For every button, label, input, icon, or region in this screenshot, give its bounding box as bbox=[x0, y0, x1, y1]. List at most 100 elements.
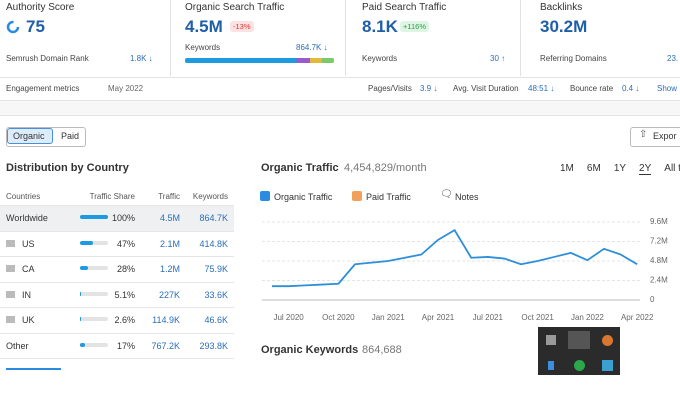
x-tick-label: Apr 2022 bbox=[621, 313, 654, 322]
tray-icon[interactable] bbox=[568, 331, 590, 349]
row-bg bbox=[0, 307, 234, 333]
chart-subtitle: 4,454,829/month bbox=[344, 162, 427, 174]
share-track bbox=[80, 342, 108, 347]
tray-icon[interactable] bbox=[548, 361, 554, 370]
export-button[interactable] bbox=[630, 127, 680, 147]
metric-sub-label: Referring Domains bbox=[540, 54, 607, 63]
traffic[interactable]: 1.2M bbox=[159, 264, 180, 274]
row-bg bbox=[0, 230, 234, 257]
engagement-date: May 2022 bbox=[108, 84, 144, 93]
metric-value: 30.2M bbox=[540, 17, 588, 36]
traffic[interactable]: 4.5M bbox=[159, 213, 180, 223]
engagement-label: Engagement metrics bbox=[6, 84, 80, 93]
metric-label: Authority Score bbox=[6, 2, 75, 13]
engagement-item-label: Bounce rate bbox=[570, 84, 614, 93]
divider bbox=[0, 115, 680, 116]
metric-sub-label: Semrush Domain Rank bbox=[6, 54, 89, 63]
metric-value: 75 bbox=[26, 17, 45, 36]
export-label[interactable]: Expor bbox=[653, 131, 677, 141]
x-tick-label: Apr 2021 bbox=[422, 313, 455, 322]
keyword-bar bbox=[185, 58, 334, 63]
checkbox-checked[interactable] bbox=[260, 191, 270, 201]
y-tick-label: 9.6M bbox=[650, 217, 668, 226]
section-value: 864,688 bbox=[362, 344, 402, 356]
divider bbox=[520, 0, 521, 76]
keywords[interactable]: 293.8K bbox=[199, 340, 228, 351]
range-button[interactable]: 2Y bbox=[639, 163, 652, 175]
country: IN bbox=[22, 289, 31, 300]
range-button[interactable]: 1M bbox=[560, 163, 574, 174]
divider bbox=[345, 0, 346, 76]
country: US bbox=[22, 238, 35, 249]
traffic[interactable]: 767.2K bbox=[151, 340, 180, 351]
x-tick-label: Oct 2021 bbox=[521, 313, 554, 322]
tab-group bbox=[6, 127, 86, 147]
tray-icon[interactable] bbox=[546, 335, 556, 345]
show-more[interactable]: Show bbox=[657, 84, 678, 93]
flag bbox=[6, 265, 15, 272]
score-ring bbox=[6, 20, 20, 34]
engagement-item-value: 3.9 ↓ bbox=[420, 84, 438, 93]
share-track bbox=[80, 317, 108, 321]
notes-icon: 🗨 bbox=[440, 189, 453, 200]
share-bar bbox=[80, 240, 94, 245]
metric-sub-value[interactable]: 30 ↑ bbox=[490, 54, 506, 63]
range-button[interactable]: 6M bbox=[586, 163, 601, 174]
share-track bbox=[80, 266, 108, 270]
flag bbox=[6, 316, 15, 323]
tray-icon[interactable] bbox=[602, 360, 613, 371]
range-button[interactable]: 1Y bbox=[613, 163, 627, 174]
traffic[interactable]: 2.1M bbox=[159, 238, 180, 249]
traffic[interactable]: 227K bbox=[158, 289, 180, 300]
tray-icon[interactable] bbox=[574, 360, 585, 371]
traffic[interactable]: 114.9K bbox=[152, 315, 180, 325]
column-header: Keywords bbox=[192, 192, 228, 201]
tab-active-bg bbox=[7, 128, 53, 144]
notes[interactable]: Notes bbox=[455, 192, 479, 202]
share-bar bbox=[80, 317, 81, 321]
metric-value: 8.1K bbox=[362, 17, 398, 36]
share-label: 47% bbox=[116, 238, 135, 249]
keywords[interactable]: 414.8K bbox=[199, 238, 228, 249]
metric-label: Organic Search Traffic bbox=[185, 2, 285, 13]
keywords[interactable]: 46.6K bbox=[204, 315, 228, 325]
divider bbox=[0, 358, 234, 359]
divider bbox=[0, 77, 680, 78]
legend-entry: Paid Traffic bbox=[366, 192, 411, 202]
metric-badge: -13% bbox=[230, 21, 254, 32]
section-title: Organic Keywords bbox=[261, 344, 359, 356]
y-tick-label: 2.4M bbox=[650, 276, 668, 285]
tab[interactable]: Organic bbox=[13, 131, 45, 141]
x-tick-label: Oct 2020 bbox=[322, 313, 355, 322]
tray-icon[interactable] bbox=[602, 335, 613, 346]
metric-value: 4.5M bbox=[185, 17, 223, 36]
checkbox[interactable] bbox=[352, 191, 362, 201]
metric-sub-value[interactable]: 1.8K ↓ bbox=[130, 54, 153, 63]
metric-sub-value[interactable]: 864.7K ↓ bbox=[296, 43, 328, 52]
keywords[interactable]: 75.9K bbox=[204, 264, 228, 274]
metric-sub-label: Keywords bbox=[185, 43, 221, 52]
country: CA bbox=[22, 264, 35, 274]
column-header: Countries bbox=[6, 192, 41, 201]
metric-label: Paid Search Traffic bbox=[362, 2, 447, 13]
tab[interactable]: Paid bbox=[61, 131, 80, 141]
x-tick-label: Jul 2021 bbox=[473, 313, 504, 322]
share-label: 17% bbox=[116, 340, 135, 351]
share-label: 28% bbox=[116, 264, 135, 274]
share-bar bbox=[80, 266, 88, 270]
keywords[interactable]: 864.7K bbox=[199, 213, 228, 223]
engagement-item-label: Avg. Visit Duration bbox=[453, 84, 519, 93]
x-tick-label: Jan 2021 bbox=[372, 313, 405, 322]
country: Worldwide bbox=[6, 213, 48, 223]
range-button[interactable]: All tim bbox=[664, 163, 680, 174]
share-track bbox=[80, 240, 108, 245]
country: Other bbox=[6, 340, 29, 351]
keywords[interactable]: 33.6K bbox=[204, 289, 228, 300]
spacer bbox=[0, 101, 680, 115]
x-tick-label: Jan 2022 bbox=[571, 313, 604, 322]
tray-popup bbox=[538, 327, 620, 375]
engagement-item-value: 0.4 ↓ bbox=[622, 84, 640, 93]
share-label: 2.6% bbox=[114, 315, 135, 325]
share-label: 100% bbox=[111, 213, 135, 223]
metric-sub-value[interactable]: 23. bbox=[667, 54, 679, 63]
